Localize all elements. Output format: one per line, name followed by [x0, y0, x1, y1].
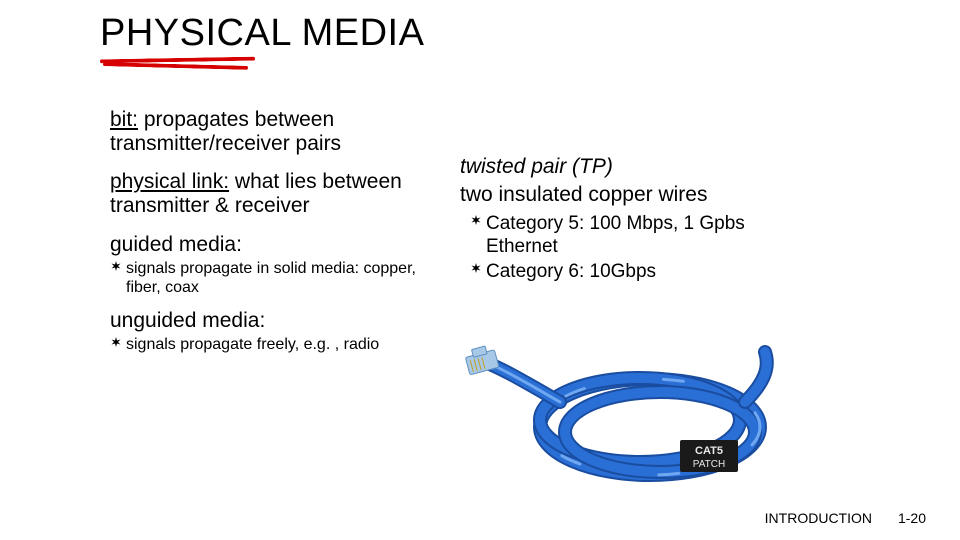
bullet-icon	[110, 260, 122, 272]
twisted-pair-sub: two insulated copper wires	[460, 183, 810, 207]
bullet-icon	[470, 262, 482, 274]
cat6-text: Category 6: 10Gbps	[486, 261, 656, 284]
guided-media-heading: guided media:	[110, 233, 440, 257]
phys-term: physical link:	[110, 170, 229, 193]
cat5-item: Category 5: 100 Mbps, 1 Gpbs Ethernet	[470, 213, 810, 259]
twisted-pair-heading: twisted pair (TP)	[460, 155, 810, 179]
unguided-media-text: signals propagate freely, e.g. , radio	[126, 335, 379, 354]
bit-term: bit:	[110, 108, 138, 131]
bit-definition: bit: propagates between transmitter/rece…	[110, 108, 440, 156]
cat6-item: Category 6: 10Gbps	[470, 261, 810, 284]
svg-text:PATCH: PATCH	[693, 459, 725, 470]
bullet-icon	[110, 336, 122, 348]
slide: PHYSICAL MEDIA bit: propagates between t…	[0, 0, 960, 540]
guided-media-text: signals propagate in solid media: copper…	[126, 259, 440, 297]
cat5-text: Category 5: 100 Mbps, 1 Gpbs Ethernet	[486, 213, 810, 259]
unguided-media-bullet: signals propagate freely, e.g. , radio	[110, 335, 440, 354]
right-column: twisted pair (TP) two insulated copper w…	[460, 155, 810, 285]
unguided-media-heading: unguided media:	[110, 309, 440, 333]
left-column: bit: propagates between transmitter/rece…	[110, 108, 440, 360]
page-title: PHYSICAL MEDIA	[100, 12, 424, 55]
ethernet-cable-image: CAT5 PATCH	[465, 342, 795, 490]
guided-media-bullet: signals propagate in solid media: copper…	[110, 259, 440, 297]
svg-text:CAT5: CAT5	[695, 445, 723, 457]
bullet-icon	[470, 214, 482, 226]
footer-page-number: 1-20	[898, 510, 926, 526]
footer-section-label: INTRODUCTION	[765, 510, 872, 526]
bit-rest: propagates between transmitter/receiver …	[110, 108, 341, 155]
physical-link-definition: physical link: what lies between transmi…	[110, 170, 440, 218]
